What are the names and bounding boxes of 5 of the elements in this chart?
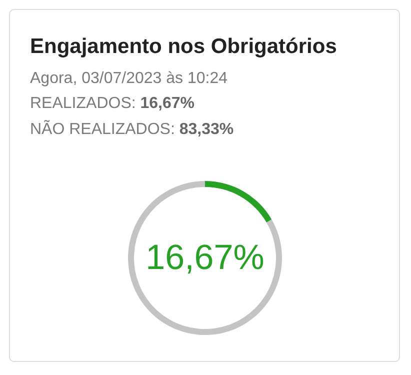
chart-subtitle: Agora, 03/07/2023 às 10:24 (30, 70, 228, 88)
chart-title: Engajamento nos Obrigatórios (30, 35, 337, 59)
text: 16,67% (144, 237, 266, 279)
text: REALIZADOS: 16,67% (30, 95, 195, 113)
text: NÃO REALIZADOS: 83,33% (30, 121, 234, 139)
